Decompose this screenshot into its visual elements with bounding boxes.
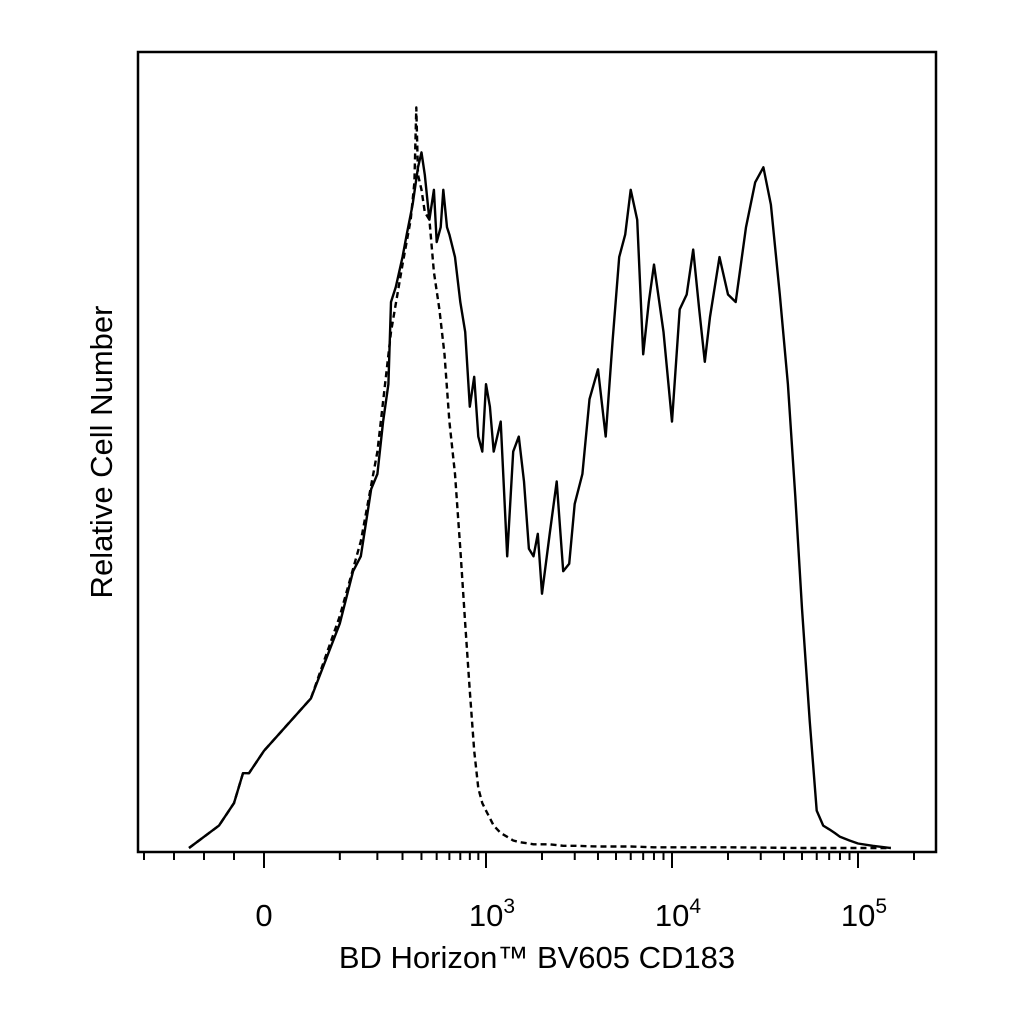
x-tick-labels: 0 103 104 105: [255, 895, 887, 933]
series-lines: [188, 106, 891, 850]
y-axis-label: Relative Cell Number: [84, 306, 119, 599]
control-histogram-line: [188, 106, 891, 850]
plot-frame: [136, 50, 938, 854]
x-axis-label: BD Horizon™ BV605 CD183: [339, 940, 735, 975]
x-axis-ticks: [143, 852, 915, 868]
stained-histogram-line: [188, 151, 891, 850]
x-tick-label: 105: [841, 895, 887, 933]
x-tick-label: 104: [655, 895, 701, 933]
x-tick-label: 103: [469, 895, 515, 933]
x-tick-label: 0: [255, 898, 272, 933]
